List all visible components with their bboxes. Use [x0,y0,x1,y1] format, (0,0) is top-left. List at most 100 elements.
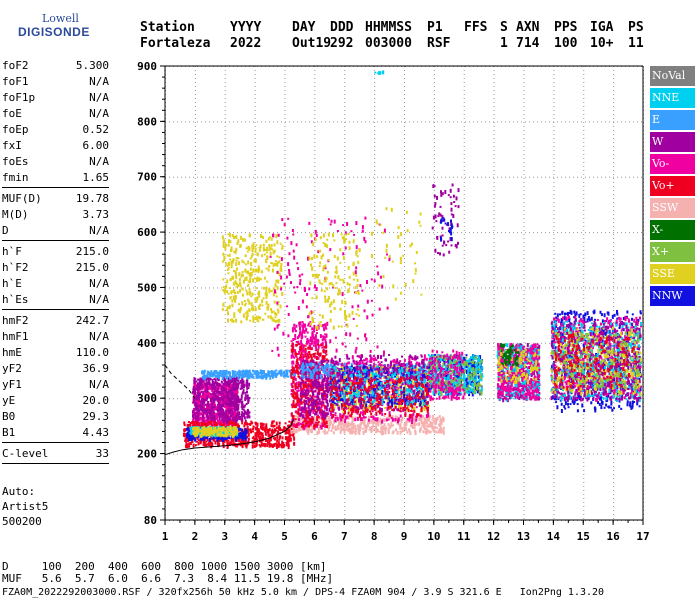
grid-dot [329,176,330,178]
grid-dot [545,176,546,178]
grid-dot [441,342,442,344]
grid-dot [284,490,286,491]
data-point [252,425,255,429]
grid-dot [493,166,495,167]
grid-dot [583,454,585,455]
grid-dot [583,130,585,131]
param-value: 29.3 [82,410,110,423]
grid-dot [583,114,585,115]
grid-dot [553,166,555,167]
grid-dot [463,98,465,99]
data-point [222,403,225,407]
grid-dot [284,150,286,151]
param-row: MUF(D) 19.78 [2,191,109,207]
grid-dot [553,130,555,131]
grid-dot [453,398,454,400]
grid-dot [405,232,406,234]
grid-dot [253,121,254,123]
grid-dot [523,402,525,403]
grid-dot [284,410,286,411]
grid-dot [583,142,585,143]
data-point [217,419,219,424]
grid-dot [404,154,405,155]
grid-dot [297,176,298,178]
grid-dot [585,176,586,178]
grid-dot [224,346,226,347]
grid-dot [585,121,586,123]
grid-dot [374,514,376,515]
data-point [215,394,218,397]
grid-dot [173,342,174,344]
grid-dot [329,342,330,344]
grid-dot [625,453,626,455]
header-row2-cell-0: Fortaleza [140,36,211,51]
grid-dot [485,287,486,289]
grid-dot [553,138,555,139]
grid-dot [613,406,615,407]
grid-dot [541,287,542,289]
grid-dot [254,150,256,151]
data-point [210,398,212,402]
grid-dot [523,274,525,275]
grid-dot [194,362,196,363]
data-point [223,405,226,408]
grid-dot [393,121,394,123]
grid-dot [509,176,510,178]
grid-dot [254,142,256,143]
grid-dot [553,274,555,275]
grid-dot [561,176,562,178]
grid-dot [523,502,525,503]
grid-dot [344,266,346,267]
data-point [196,436,199,440]
grid-dot [217,342,218,344]
grid-dot [553,378,555,379]
grid-dot [449,398,450,400]
legend-item: E [650,110,695,130]
grid-dot [254,342,256,343]
data-point [197,439,200,442]
grid-dot [257,453,258,455]
grid-dot [613,478,615,479]
grid-dot [377,121,378,123]
data-point [226,394,229,398]
data-point [244,397,247,402]
grid-dot [194,238,196,239]
grid-dot [313,453,314,455]
header-row2-cell-2: Out19 [292,36,332,51]
grid-dot [241,342,242,344]
grid-dot [493,406,495,407]
grid-dot [254,290,256,291]
data-point [220,415,223,418]
grid-dot [553,446,555,447]
grid-dot [189,453,190,455]
grid-dot [553,142,555,143]
grid-dot [344,210,346,211]
grid-dot [493,126,495,127]
data-point [199,386,202,390]
grid-dot [401,342,402,344]
param-value: 215.0 [75,261,109,274]
grid-dot [463,122,465,123]
grid-dot [194,518,196,519]
grid-dot [553,462,555,463]
grid-dot [224,234,226,235]
grid-dot [553,178,555,179]
data-point [206,413,208,418]
grid-dot [284,266,286,267]
grid-dot [194,274,196,275]
grid-dot [463,74,465,75]
grid-dot [344,262,346,263]
grid-dot [523,86,525,87]
grid-dot [583,442,585,443]
grid-dot [314,398,316,399]
grid-dot [613,278,615,279]
grid-dot [185,453,186,455]
data-point [261,443,263,447]
grid-dot [523,458,525,459]
grid-dot [409,232,410,234]
grid-dot [224,98,226,99]
grid-dot [397,232,398,234]
data-point [188,438,191,441]
grid-dot [463,138,465,139]
grid-dot [317,176,318,178]
